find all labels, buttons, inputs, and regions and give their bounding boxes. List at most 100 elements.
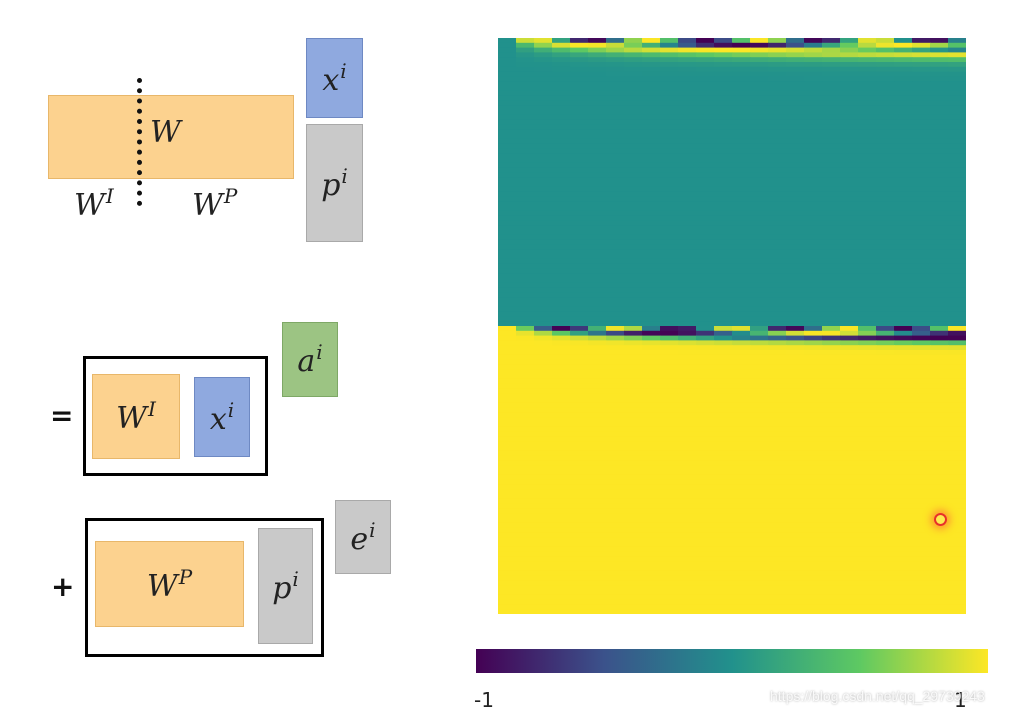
heatmap-cell (804, 278, 823, 284)
heatmap-cell (516, 129, 535, 135)
heatmap-cell (624, 105, 643, 111)
heatmap-cell (804, 513, 823, 519)
heatmap-cell (552, 225, 571, 231)
heatmap-cell (894, 359, 913, 365)
heatmap-cell (876, 42, 895, 49)
heatmap-cell (948, 258, 966, 265)
heatmap-cell (876, 474, 895, 481)
heatmap-cell (894, 388, 913, 394)
heatmap-cell (642, 590, 661, 596)
heatmap-cell (804, 153, 823, 159)
heatmap-cell (894, 546, 913, 553)
heatmap-cell (768, 254, 787, 260)
heatmap-cell (894, 234, 913, 241)
heatmap-cell (912, 446, 931, 452)
heatmap-cell (498, 148, 517, 154)
heatmap-cell (786, 326, 805, 332)
heatmap-cell (822, 42, 841, 49)
heatmap-cell (894, 134, 913, 140)
heatmap-cell (696, 383, 715, 389)
heatmap-cell (876, 306, 895, 313)
heatmap-cell (624, 220, 643, 226)
heatmap-cell (534, 182, 553, 188)
heatmap-cell (552, 52, 571, 58)
heatmap-cell (516, 359, 535, 365)
heatmap-cell (732, 282, 751, 289)
heatmap-cell (912, 393, 931, 399)
heatmap-cell (786, 532, 805, 538)
heatmap-cell (660, 282, 679, 289)
heatmap-cell (606, 412, 625, 418)
heatmap-cell (822, 172, 841, 178)
heatmap-cell (498, 407, 517, 413)
heatmap-cell (570, 42, 589, 49)
heatmap-cell (714, 143, 733, 149)
heatmap-cell (822, 316, 841, 322)
heatmap-cell (894, 95, 913, 101)
heatmap-cell (768, 52, 787, 58)
heatmap-cell (840, 556, 859, 562)
heatmap-cell (624, 273, 643, 279)
heatmap-cell (696, 450, 715, 457)
heatmap-cell (948, 474, 966, 481)
heatmap-cell (588, 537, 607, 543)
heatmap-cell (570, 484, 589, 490)
heatmap-cell (894, 86, 913, 92)
heatmap-cell (732, 393, 751, 399)
heatmap-cell (660, 230, 679, 236)
heatmap-cell (570, 196, 589, 202)
heatmap-cell (534, 138, 553, 145)
heatmap-cell (822, 230, 841, 236)
heatmap-cell (750, 311, 769, 317)
heatmap-cell (894, 191, 913, 197)
watermark: https://blog.csdn.net/qq_29739243 (770, 688, 985, 704)
heatmap-cell (552, 556, 571, 562)
heatmap-cell (894, 393, 913, 399)
heatmap-cell (750, 359, 769, 365)
heatmap-cell (948, 81, 966, 87)
heatmap-cell (660, 302, 679, 308)
heatmap-cell (750, 90, 769, 97)
heatmap-cell (840, 258, 859, 265)
heatmap-cell (840, 95, 859, 101)
heatmap-cell (642, 508, 661, 514)
heatmap-cell (678, 278, 697, 284)
heatmap-cell (642, 129, 661, 135)
heatmap-cell (534, 177, 553, 183)
heatmap-cell (876, 609, 895, 614)
heatmap-cell (768, 268, 787, 274)
heatmap-cell (516, 431, 535, 437)
heatmap-cell (858, 268, 877, 274)
heatmap-cell (714, 522, 733, 529)
heatmap-cell (786, 455, 805, 461)
heatmap-cell (840, 340, 859, 346)
heatmap-cell (624, 62, 643, 68)
heatmap-cell (714, 62, 733, 68)
heatmap-cell (570, 513, 589, 519)
heatmap-cell (714, 364, 733, 370)
heatmap-cell (588, 81, 607, 87)
heatmap-cell (498, 186, 517, 193)
heatmap-cell (534, 263, 553, 269)
heatmap-cell (606, 278, 625, 284)
heatmap-cell (606, 585, 625, 591)
heatmap-cell (570, 153, 589, 159)
heatmap-cell (570, 470, 589, 476)
heatmap-cell (768, 532, 787, 538)
heatmap-cell (552, 143, 571, 149)
heatmap-cell (570, 292, 589, 298)
heatmap-cell (822, 90, 841, 97)
heatmap-cell (588, 527, 607, 533)
heatmap-cell (696, 230, 715, 236)
heatmap-cell (840, 138, 859, 145)
heatmap-cell (858, 249, 877, 255)
heatmap-cell (840, 124, 859, 130)
heatmap-cell (696, 186, 715, 193)
heatmap-cell (912, 191, 931, 197)
heatmap-cell (804, 268, 823, 274)
heatmap-cell (894, 57, 913, 63)
heatmap-cell (768, 326, 787, 332)
heatmap-cell (624, 210, 643, 217)
heatmap-cell (858, 321, 877, 327)
heatmap-cell (732, 513, 751, 519)
